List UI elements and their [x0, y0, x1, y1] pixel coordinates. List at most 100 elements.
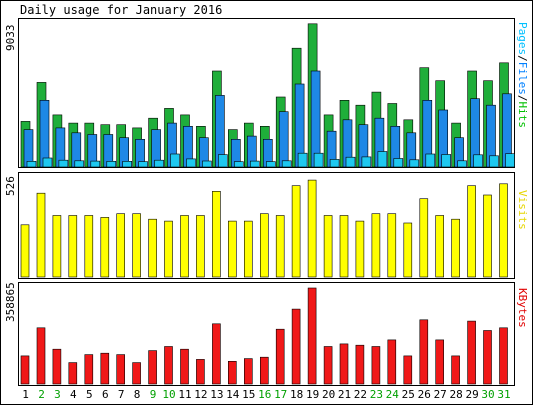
- visits-bar: [36, 192, 46, 278]
- pages-bar: [361, 156, 372, 168]
- visits-bar: [467, 185, 476, 278]
- kbytes-bar: [467, 320, 476, 385]
- day-label: 4: [70, 388, 77, 401]
- day-label: 17: [274, 388, 287, 401]
- visits-bar: [148, 218, 157, 278]
- visits-bar: [52, 215, 62, 278]
- pages-bar: [186, 158, 196, 168]
- legend-kbytes: KBytes: [516, 288, 529, 328]
- day-label: 31: [497, 388, 510, 401]
- kbytes-bar: [387, 339, 397, 385]
- day-label: 15: [242, 388, 255, 401]
- files-bar: [278, 111, 289, 168]
- day-label: 18: [290, 388, 303, 401]
- x-axis-labels: 1 2 3 4 5 6 7 8 9 10 11 12 13 14 15 16 17 18 19 20 21 22 23 24 2…: [22, 388, 510, 401]
- pages-bar: [202, 160, 212, 168]
- legend-files: Files: [516, 62, 529, 95]
- visits-bar: [100, 217, 110, 278]
- kbytes-bar: [244, 358, 253, 385]
- visits-bar: [244, 220, 253, 278]
- visits-bar: [116, 213, 125, 278]
- hits-panel-frame: [18, 18, 515, 168]
- visits-bar: [435, 215, 445, 278]
- pages-bar: [489, 155, 499, 168]
- kbytes-bar: [196, 359, 205, 385]
- visits-bar: [451, 218, 460, 278]
- day-label: 19: [306, 388, 319, 401]
- legend-hits: Hits: [516, 102, 529, 129]
- visits-bar: [419, 198, 429, 278]
- pages-bar: [90, 160, 101, 168]
- kbytes-bar: [180, 348, 189, 385]
- kbytes-bar: [228, 360, 237, 385]
- pages-bar: [170, 153, 180, 168]
- day-label: 1: [22, 388, 29, 401]
- day-label: 21: [338, 388, 351, 401]
- visits-bar: [323, 215, 333, 278]
- kbytes-panel-frame: [18, 282, 515, 386]
- kbytes-bar: [291, 308, 301, 385]
- kbytes-bar: [148, 350, 157, 385]
- kbytes-max-label: 358865: [4, 282, 17, 322]
- kbytes-bar: [451, 355, 460, 385]
- day-label: 16: [258, 388, 271, 401]
- kbytes-bar: [355, 344, 365, 385]
- pages-bar: [74, 160, 85, 168]
- pages-bar: [218, 154, 228, 168]
- pages-bar: [154, 159, 164, 168]
- pages-bar: [250, 160, 260, 168]
- kbytes-bar: [307, 287, 317, 385]
- visits-bar: [371, 213, 381, 278]
- visits-bar: [499, 183, 508, 278]
- kbytes-bar: [435, 339, 445, 385]
- pages-bar: [281, 160, 292, 168]
- day-label: 28: [449, 388, 462, 401]
- pages-bar: [26, 161, 37, 168]
- visits-bar: [275, 215, 285, 278]
- kbytes-bar: [403, 355, 413, 385]
- files-bar: [310, 70, 321, 168]
- visits-bar: [228, 220, 237, 278]
- day-label: 14: [226, 388, 240, 401]
- pages-bar: [313, 152, 324, 168]
- visits-bar: [132, 213, 141, 278]
- pages-bar: [329, 159, 340, 168]
- kbytes-bar: [132, 362, 141, 385]
- chart-title: Daily usage for January 2016: [20, 3, 222, 17]
- visits-bar: [291, 185, 301, 278]
- kbytes-bar: [84, 354, 94, 385]
- pages-bar: [138, 161, 148, 168]
- day-label: 12: [194, 388, 207, 401]
- day-label: 29: [465, 388, 478, 401]
- legend-visits: Visits: [516, 190, 529, 230]
- visits-bar: [196, 215, 205, 278]
- kbytes-bar: [100, 352, 110, 385]
- kbytes-bar: [323, 346, 333, 385]
- visits-bar: [180, 215, 189, 278]
- pages-bar: [377, 151, 388, 168]
- pages-bar: [473, 154, 483, 168]
- visits-max-label: 526: [4, 176, 17, 196]
- pages-bar: [393, 158, 404, 168]
- day-label: 25: [402, 388, 415, 401]
- pages-bar: [297, 152, 308, 168]
- pages-bar: [58, 159, 69, 168]
- kbytes-bar: [499, 327, 508, 385]
- visits-bar: [68, 215, 78, 278]
- kbytes-bar: [419, 319, 429, 385]
- visits-panel-frame: [18, 172, 515, 279]
- hits-max-label: 9033: [4, 25, 17, 52]
- pages-bar: [234, 161, 244, 168]
- day-label: 6: [102, 388, 109, 401]
- day-label: 20: [322, 388, 335, 401]
- visits-bar: [307, 179, 317, 278]
- kbytes-bar: [259, 356, 269, 385]
- day-label: 27: [434, 388, 447, 401]
- day-label: 5: [86, 388, 93, 401]
- day-label: 26: [418, 388, 431, 401]
- visits-bar: [355, 220, 365, 278]
- kbytes-bar: [164, 346, 173, 385]
